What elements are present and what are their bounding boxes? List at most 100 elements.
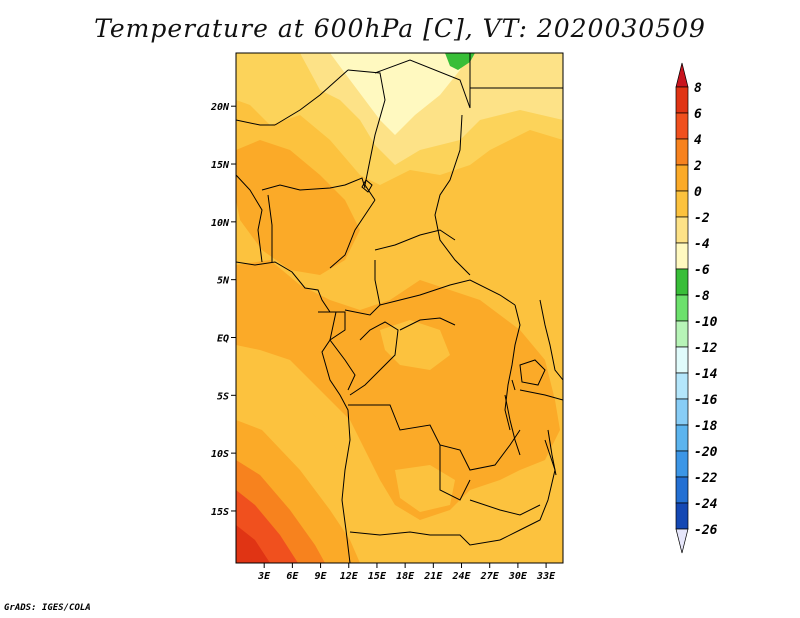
- colorbar-swatch: [675, 268, 689, 296]
- border-mozambique: [499, 439, 556, 541]
- colorbar-swatch: [675, 476, 689, 504]
- x-tick-label: 15E: [368, 571, 387, 582]
- border-libya-egypt: [374, 53, 471, 109]
- x-tick-label: 18E: [396, 571, 415, 582]
- colorbar-label: 6: [694, 107, 702, 122]
- colorbar-label: -8: [694, 289, 710, 304]
- colorbar-label: -6: [694, 263, 710, 278]
- colorbar-label: 4: [694, 133, 702, 148]
- grads-credit: GrADS: IGES/COLA: [4, 603, 91, 613]
- x-tick-label: 9E: [315, 571, 328, 582]
- x-tick-label: 24E: [451, 571, 471, 582]
- border-chad-sudan: [434, 114, 471, 276]
- colorbar-swatch: [675, 242, 689, 270]
- border-west-africa: [236, 174, 263, 263]
- y-tick-label: 15N: [211, 160, 230, 171]
- x-tick-label: 27E: [480, 571, 500, 582]
- border-algeria-libya: [347, 69, 386, 201]
- border-drc-east: [504, 304, 521, 431]
- field-green-patch: [445, 53, 475, 70]
- colorbar-swatch: [675, 164, 689, 192]
- colorbar-bottom-arrow: [675, 528, 689, 554]
- border-angola-namibia: [349, 531, 501, 546]
- colorbar-swatch: [675, 138, 689, 166]
- colorbar-swatch: [675, 190, 689, 218]
- border-tanzania: [519, 389, 563, 401]
- colorbar-label: -26: [694, 523, 718, 538]
- y-tick-label: 10S: [211, 449, 229, 460]
- border-niger-north: [274, 69, 349, 126]
- y-tick-label: 20N: [210, 102, 230, 113]
- colorbar-label: 2: [693, 159, 702, 174]
- colorbar-swatch: [675, 502, 689, 530]
- y-tick-label: 5N: [217, 276, 230, 287]
- border-drc-angola: [348, 404, 521, 471]
- field-nw-warm: [236, 140, 360, 275]
- lake-victoria: [519, 359, 546, 386]
- colorbar: 8 6 4 2 0 -2 -4 -6 -8 -10 -12 -14 -16 -18 -20 -22 -24 -26: [675, 62, 718, 554]
- x-tick-label: 6E: [286, 571, 299, 582]
- colorbar-top-arrow: [675, 62, 689, 88]
- colorbar-swatch: [675, 346, 689, 374]
- colorbar-swatch: [675, 398, 689, 426]
- field-east-warm: [470, 190, 563, 320]
- lake-tanganyika: [504, 394, 521, 456]
- river-congo: [399, 317, 456, 331]
- colorbar-swatch: [675, 112, 689, 140]
- colorbar-label: -12: [694, 341, 718, 356]
- border-chad-car: [374, 229, 456, 251]
- colorbar-label: 0: [694, 185, 702, 200]
- colorbar-swatch: [675, 424, 689, 452]
- x-tick-label: 33E: [536, 571, 556, 582]
- field-north-palest: [330, 53, 470, 135]
- y-tick-label: 5S: [217, 391, 229, 402]
- x-tick-label: 12E: [340, 571, 359, 582]
- border-car-drc: [379, 279, 516, 306]
- border-gabon: [318, 311, 356, 391]
- border-mali: [236, 119, 275, 126]
- colorbar-label: 8: [694, 81, 702, 96]
- y-axis: 20N 15N 10N 5N EQ 5S 10S 15S: [210, 102, 236, 518]
- colorbar-swatch: [675, 372, 689, 400]
- temperature-field: [236, 53, 563, 563]
- border-angola-zambia: [439, 445, 471, 501]
- y-tick-label: 15S: [211, 507, 229, 518]
- field-central-warm: [236, 260, 560, 520]
- colorbar-swatch: [675, 294, 689, 322]
- colorbar-label: -4: [694, 237, 710, 252]
- colorbar-label: -14: [694, 367, 718, 382]
- colorbar-label: -24: [694, 497, 718, 512]
- lake-kivu: [511, 379, 516, 391]
- field-cool-patch-2: [245, 395, 340, 490]
- country-borders: [236, 53, 563, 563]
- x-tick-label: 30E: [508, 571, 528, 582]
- colorbar-label: -18: [694, 419, 718, 434]
- colorbar-swatch: [675, 216, 689, 244]
- border-zambia-zim: [469, 499, 541, 516]
- border-nigeria-cameroon: [329, 199, 376, 269]
- colorbar-label: -16: [694, 393, 718, 408]
- border-benin-togo: [267, 194, 273, 262]
- chart-title: Temperature at 600hPa [C], VT: 202003050…: [94, 14, 706, 43]
- colorbar-label: -10: [694, 315, 718, 330]
- colorbar-label: -22: [694, 471, 718, 486]
- x-axis: 3E 6E 9E 12E 15E 18E 21E 24E 27E 30E 33E: [257, 563, 556, 582]
- border-uganda-kenya: [539, 299, 563, 381]
- colorbar-label: -2: [694, 211, 710, 226]
- colorbar-label: -20: [694, 445, 718, 460]
- border-cameroon-congo: [344, 260, 381, 316]
- border-congo-drc: [349, 321, 399, 396]
- y-tick-label: EQ: [217, 333, 229, 344]
- colorbar-swatch: [675, 450, 689, 478]
- border-niger-nigeria: [261, 177, 366, 191]
- y-tick-label: 10N: [211, 218, 230, 229]
- x-tick-label: 21E: [423, 571, 443, 582]
- colorbar-swatch: [675, 320, 689, 348]
- lake-malawi: [547, 429, 557, 476]
- colorbar-swatch: [675, 86, 689, 114]
- field-sw-hot-5: [250, 548, 268, 563]
- lake-chad: [361, 179, 373, 193]
- map-frame: [235, 52, 564, 564]
- x-tick-label: 3E: [257, 571, 271, 582]
